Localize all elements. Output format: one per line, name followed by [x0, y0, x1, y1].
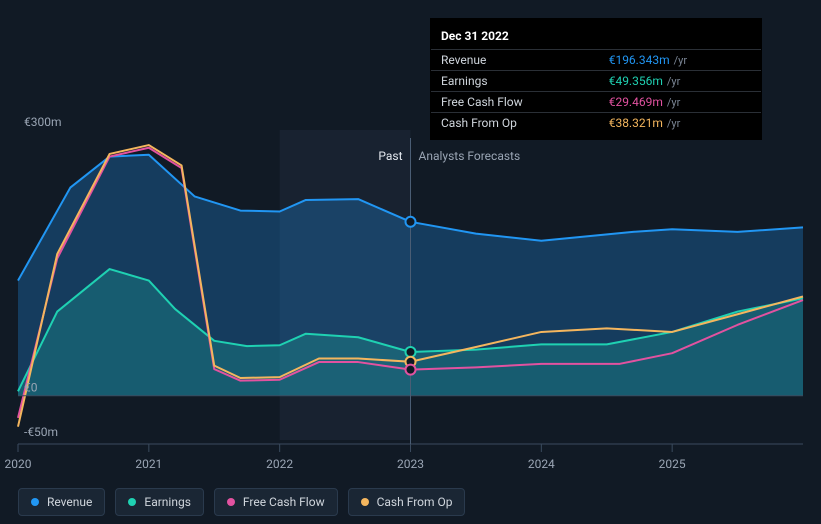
marker-fcf [406, 365, 416, 375]
x-tick-label: 2023 [397, 457, 424, 471]
tooltip-row-value: €38.321m/yr [599, 113, 761, 134]
tooltip-row-unit: /yr [663, 96, 680, 109]
tooltip-table: Revenue€196.343m/yrEarnings€49.356m/yrFr… [431, 49, 761, 133]
financial-chart: €300m €0 -€50m 2020 2021 2022 2023 2024 2025 Past… [0, 0, 821, 524]
tooltip-row-unit: /yr [663, 117, 680, 130]
legend-dot-icon [31, 498, 39, 506]
x-tick-label: 2025 [659, 457, 686, 471]
legend-item-label: Free Cash Flow [243, 495, 325, 509]
legend-item-label: Cash From Op [377, 495, 453, 509]
y-tick-label: €0 [24, 381, 38, 395]
x-tick-label: 2022 [266, 457, 293, 471]
legend-item-label: Earnings [144, 495, 191, 509]
tooltip-row-label: Earnings [431, 71, 599, 92]
tooltip-row-label: Cash From Op [431, 113, 599, 134]
tooltip-row-value: €196.343m/yr [599, 50, 761, 71]
legend-item-earnings[interactable]: Earnings [115, 488, 204, 516]
tooltip-row-unit: /yr [663, 75, 680, 88]
legend-item-fcf[interactable]: Free Cash Flow [214, 488, 338, 516]
x-tick-label: 2021 [135, 457, 162, 471]
legend-dot-icon [361, 498, 369, 506]
tooltip-row-label: Revenue [431, 50, 599, 71]
tooltip-row: Revenue€196.343m/yr [431, 50, 761, 71]
tooltip-row: Earnings€49.356m/yr [431, 71, 761, 92]
legend-item-label: Revenue [47, 495, 92, 509]
x-tick-label: 2024 [528, 457, 555, 471]
tooltip-date: Dec 31 2022 [431, 25, 761, 49]
tooltip-row-value: €49.356m/yr [599, 71, 761, 92]
tooltip-row-label: Free Cash Flow [431, 92, 599, 113]
chart-legend: Revenue Earnings Free Cash Flow Cash From O… [18, 488, 465, 516]
marker-revenue [406, 217, 416, 227]
y-tick-label: -€50m [24, 425, 58, 439]
tooltip-row: Cash From Op€38.321m/yr [431, 113, 761, 134]
label-past: Past [378, 149, 402, 163]
legend-dot-icon [227, 498, 235, 506]
legend-item-cashop[interactable]: Cash From Op [348, 488, 466, 516]
tooltip-row: Free Cash Flow€29.469m/yr [431, 92, 761, 113]
tooltip-row-unit: /yr [670, 54, 687, 67]
tooltip-row-value: €29.469m/yr [599, 92, 761, 113]
chart-tooltip: Dec 31 2022 Revenue€196.343m/yrEarnings€… [430, 18, 762, 140]
legend-dot-icon [128, 498, 136, 506]
label-forecast: Analysts Forecasts [419, 149, 521, 163]
x-tick-label: 2020 [5, 457, 32, 471]
legend-item-revenue[interactable]: Revenue [18, 488, 105, 516]
marker-earnings [406, 347, 416, 357]
y-tick-label: €300m [24, 115, 62, 129]
